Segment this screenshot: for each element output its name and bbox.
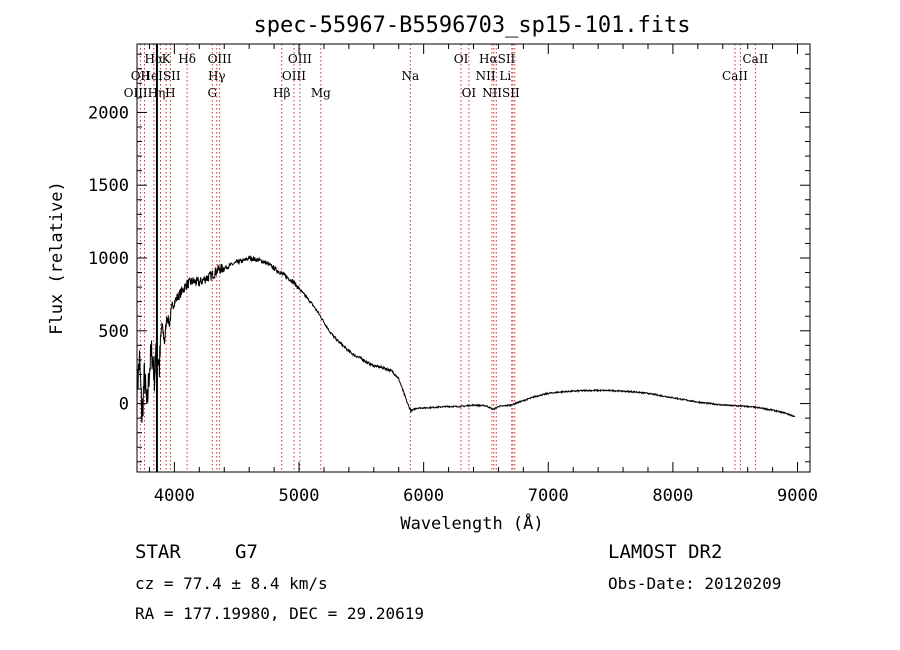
- x-tick-label: 7000: [528, 486, 569, 506]
- x-tick-label: 6000: [403, 486, 444, 506]
- spectral-line-label: Hδ: [178, 52, 196, 66]
- object-class: STAR: [135, 541, 181, 563]
- object-subclass: G7: [235, 541, 258, 563]
- spectral-line-label: Hα: [145, 52, 164, 66]
- spectral-line-label: OIII: [208, 52, 232, 66]
- x-tick-label: 4000: [154, 486, 195, 506]
- spectral-line-label: OIII: [282, 69, 306, 83]
- spectral-line-label: OIII: [288, 52, 312, 66]
- spectral-line-label: HeISII: [141, 69, 181, 83]
- coordinates: RA = 177.19980, DEC = 29.20619: [135, 604, 424, 623]
- spectral-line-label: K: [162, 52, 172, 66]
- x-axis-label: Wavelength (Å): [400, 512, 543, 534]
- spectral-line-label: OIIIHη: [124, 86, 166, 100]
- spectral-line-label: G: [207, 86, 217, 100]
- survey-name: LAMOST DR2: [608, 541, 723, 563]
- observation-date: Obs-Date: 20120209: [608, 574, 782, 593]
- spectral-line-label: CaII: [722, 69, 748, 83]
- y-tick-label: 1500: [88, 176, 129, 196]
- axis-ticks: 4000 5000 6000 7000 8000 9000 0 500 1000 1500 2000: [88, 44, 818, 506]
- spectrum-series-line: [136, 254, 796, 423]
- spectral-line-label: OI: [462, 86, 477, 100]
- spectral-line-markers: [139, 44, 756, 472]
- x-tick-label: 5000: [279, 486, 320, 506]
- spectral-line-label: Mg: [311, 86, 331, 100]
- chart-title: spec-55967-B5596703_sp15-101.fits: [253, 13, 690, 38]
- spectral-line-label: H: [165, 86, 175, 100]
- x-tick-label: 8000: [652, 486, 693, 506]
- spectral-line-label: NIISII: [482, 86, 520, 100]
- y-tick-label: 1000: [88, 249, 129, 269]
- y-tick-label: 500: [98, 322, 129, 342]
- spectral-line-label: HαSII: [479, 52, 516, 66]
- y-axis-label: Flux (relative): [47, 181, 67, 335]
- x-tick-label: 9000: [777, 486, 818, 506]
- spectral-line-label: CaII: [742, 52, 768, 66]
- redshift-velocity: cz = 77.4 ± 8.4 km/s: [135, 574, 328, 593]
- spectral-line-label: OII: [131, 69, 151, 83]
- spectral-line-label: OI: [454, 52, 469, 66]
- plot-frame: [136, 43, 811, 473]
- spectral-line-label: Hγ: [208, 69, 226, 83]
- spectral-line-label: Na: [401, 69, 419, 83]
- spectral-line-label: NII Li: [476, 69, 512, 83]
- spectral-line-label: Hβ: [273, 86, 290, 100]
- y-tick-label: 0: [119, 395, 129, 415]
- y-tick-label: 2000: [88, 103, 129, 123]
